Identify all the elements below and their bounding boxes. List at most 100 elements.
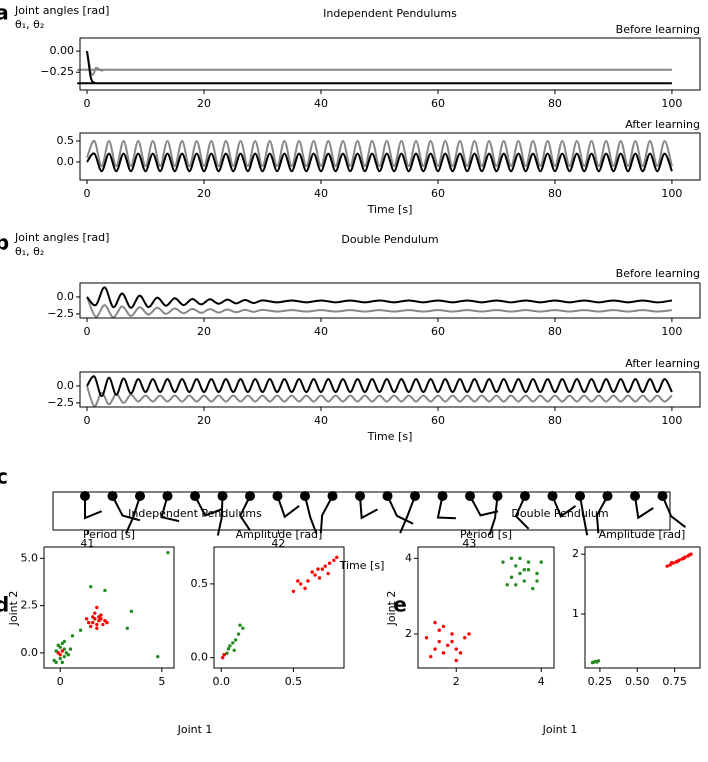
- x-tick-label: 80: [548, 187, 562, 200]
- x-tick-label: 0: [84, 325, 91, 338]
- scatter-point: [58, 645, 62, 649]
- scatter-point: [303, 586, 307, 591]
- x-tick-label: 60: [431, 97, 445, 110]
- axes-frame: [79, 132, 701, 181]
- title: Amplitude [rad]: [236, 528, 323, 541]
- x-tick-label: 60: [431, 325, 445, 338]
- pendulum-frame: [488, 495, 499, 536]
- pendulum-frame: [125, 495, 141, 534]
- panel-label: d: [0, 593, 9, 617]
- note: Before learning: [616, 267, 700, 280]
- scatter-point: [91, 620, 95, 625]
- scatter-point: [58, 656, 62, 661]
- y-tick-label: 2: [405, 627, 412, 640]
- scatter-point: [596, 659, 601, 663]
- scatter-point: [56, 651, 60, 655]
- pendulum-frame: [239, 495, 252, 532]
- scatter-point: [86, 620, 91, 625]
- scatter-point: [424, 636, 429, 640]
- panel-label: e: [393, 593, 407, 617]
- scatter-point: [220, 655, 225, 660]
- scatter-point: [93, 617, 97, 621]
- series-line: [86, 286, 673, 309]
- xlabel: Time [s]: [367, 203, 413, 216]
- y-tick-label: 1: [572, 607, 579, 620]
- scatter-point: [514, 564, 518, 568]
- pendulum-frame: [634, 495, 654, 520]
- x-tick-label: 0.25: [588, 675, 613, 688]
- pendulum-frame: [436, 495, 456, 520]
- axes-frame: [52, 491, 671, 531]
- panel-label: a: [0, 1, 9, 25]
- series-line: [76, 50, 672, 76]
- y-tick-label: 0.0: [191, 651, 209, 664]
- pendulum-pivot: [382, 491, 393, 501]
- scatter-point: [433, 647, 437, 651]
- x-tick-label: 0: [84, 97, 91, 110]
- scatter-point: [316, 567, 320, 571]
- scatter-point: [463, 636, 467, 640]
- scatter-point: [313, 573, 317, 577]
- scatter-point: [526, 560, 531, 564]
- scatter-point: [156, 654, 160, 659]
- scatter-point: [54, 660, 58, 665]
- ylabel: Joint 2: [385, 591, 398, 627]
- pendulum-pivot: [410, 491, 420, 501]
- x-tick-label: 0: [84, 187, 91, 200]
- scatter-point: [89, 624, 93, 629]
- scatter-point: [454, 658, 458, 663]
- y-tick-label: 0.0: [57, 155, 75, 168]
- y-tick-label: 0.0: [57, 290, 75, 303]
- pendulum-frame: [661, 495, 687, 528]
- scatter-point: [317, 576, 322, 580]
- scatter-point: [454, 647, 458, 651]
- pendulum-frame: [276, 495, 300, 519]
- scatter-point: [509, 556, 514, 561]
- scatter-point: [241, 626, 245, 630]
- y-tick-label: 5.0: [21, 551, 39, 564]
- scatter-point: [429, 654, 433, 659]
- scatter-point: [233, 638, 238, 642]
- x-tick-label: 20: [197, 414, 211, 427]
- scatter-point: [669, 560, 674, 565]
- scatter-point: [450, 632, 454, 636]
- scatter-point: [539, 560, 543, 564]
- scatter-point: [446, 643, 450, 648]
- scatter-point: [62, 639, 67, 644]
- note: After learning: [625, 357, 700, 370]
- axes-frame: [79, 282, 701, 319]
- ylabel2: θ₁, θ₂: [15, 18, 44, 31]
- pendulum-frame: [319, 495, 334, 534]
- x-tick-label: 100: [661, 187, 682, 200]
- x-tick-label: 0.0: [212, 675, 230, 688]
- pendulum-pivot: [520, 491, 530, 501]
- scatter-point: [320, 567, 325, 571]
- pendulum-pivot: [327, 491, 338, 501]
- scatter-point: [298, 582, 303, 586]
- series-line: [86, 385, 673, 408]
- scatter-point: [89, 585, 93, 589]
- scatter-point: [93, 611, 97, 615]
- title: Amplitude [rad]: [599, 528, 686, 541]
- scatter-point: [437, 628, 441, 632]
- scatter-point: [335, 555, 339, 560]
- scatter-point: [522, 567, 526, 572]
- scatter-point: [232, 648, 236, 652]
- xlabel: Joint 1: [542, 723, 578, 736]
- x-tick-label: 80: [548, 97, 562, 110]
- scatter-point: [228, 644, 232, 648]
- pendulum-pivot: [657, 491, 668, 501]
- pendulum-frame: [386, 495, 414, 525]
- y-tick-label: 2: [572, 547, 579, 560]
- scatter-point: [78, 628, 83, 632]
- x-tick-label: 20: [197, 187, 211, 200]
- axes-frame: [213, 546, 345, 669]
- y-tick-label: −2.5: [47, 307, 74, 320]
- pendulum-pivot: [217, 491, 228, 501]
- scatter-point: [675, 559, 680, 564]
- ylabel: Joint angles [rad]: [14, 231, 109, 244]
- xlabel: Time [s]: [367, 430, 413, 443]
- scatter-point: [531, 586, 535, 591]
- pendulum-pivot: [107, 491, 118, 501]
